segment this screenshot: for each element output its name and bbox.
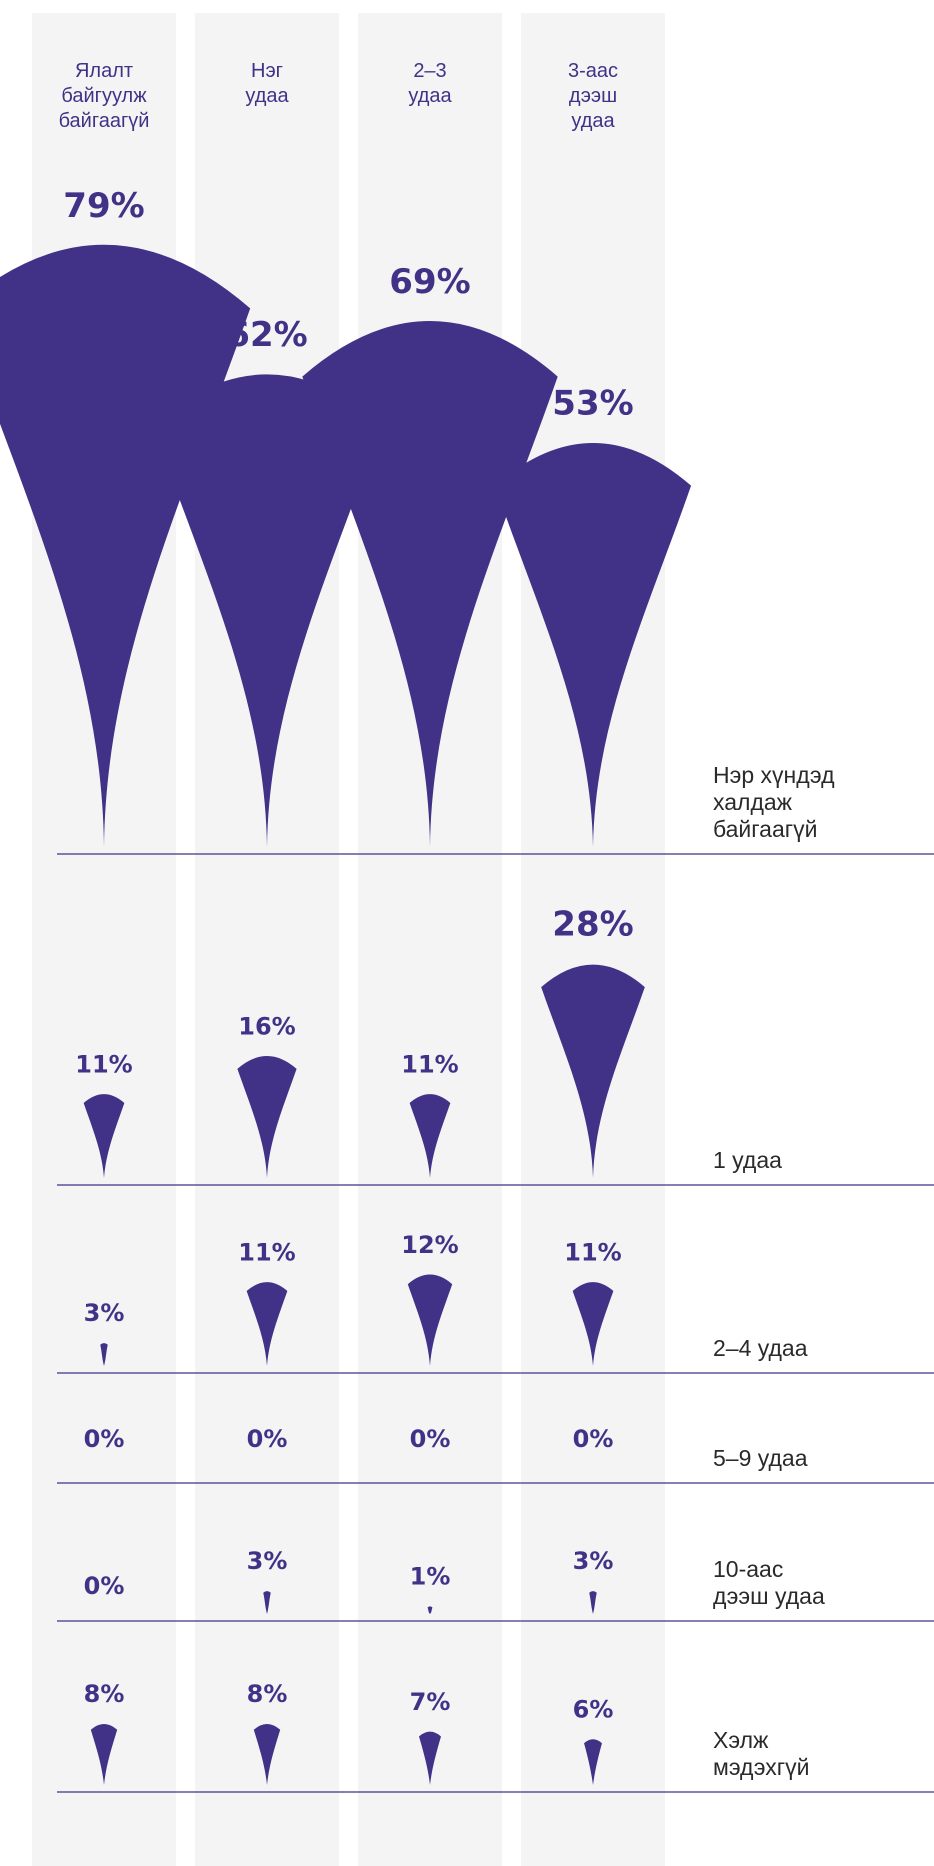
category-label: байгуулж	[61, 85, 147, 107]
value-mark	[302, 321, 558, 847]
value-mark	[237, 1056, 297, 1178]
value-label: 28%	[552, 904, 633, 944]
value-label: 0%	[573, 1425, 614, 1453]
value-mark	[589, 1591, 597, 1614]
value-label: 11%	[75, 1050, 132, 1078]
value-label: 3%	[84, 1299, 125, 1327]
value-mark	[427, 1606, 433, 1614]
category-label: удаа	[571, 110, 615, 132]
row-label: 1 удаа	[713, 1147, 782, 1173]
category-label: 2–3	[413, 60, 446, 82]
value-mark	[83, 1094, 125, 1178]
value-label: 3%	[573, 1547, 614, 1575]
category-label: удаа	[408, 85, 452, 107]
row-label: мэдэхгүй	[713, 1754, 809, 1780]
value-label: 0%	[410, 1425, 451, 1453]
value-label: 11%	[564, 1238, 621, 1266]
row-label: халдаж	[713, 789, 793, 815]
row-label: 10-аас	[713, 1556, 783, 1582]
value-mark	[152, 374, 382, 847]
value-label: 7%	[410, 1688, 451, 1716]
category-label: Нэг	[251, 60, 283, 82]
value-label: 69%	[389, 262, 470, 302]
value-label: 53%	[552, 383, 633, 423]
value-label: 12%	[401, 1231, 458, 1259]
value-mark	[409, 1094, 451, 1178]
value-label: 0%	[84, 1425, 125, 1453]
value-label: 1%	[410, 1562, 451, 1590]
value-mark	[90, 1724, 118, 1785]
row-label: дээш удаа	[713, 1583, 825, 1609]
value-mark	[419, 1731, 441, 1785]
value-mark	[494, 442, 692, 847]
value-mark	[407, 1274, 453, 1366]
value-mark	[0, 244, 251, 847]
row-label: Хэлж	[713, 1727, 769, 1753]
value-label: 11%	[401, 1050, 458, 1078]
category-label: 3-аас	[568, 60, 618, 82]
value-label: 6%	[573, 1695, 614, 1723]
category-label: удаа	[245, 85, 289, 107]
value-mark	[100, 1343, 108, 1366]
value-label: 0%	[247, 1425, 288, 1453]
category-label: дээш	[569, 85, 617, 107]
value-mark	[541, 964, 645, 1178]
value-label: 62%	[226, 315, 307, 355]
value-mark	[584, 1739, 602, 1785]
value-label: 0%	[84, 1572, 125, 1600]
value-label: 3%	[247, 1547, 288, 1575]
value-mark	[572, 1282, 614, 1366]
row-label: байгаагүй	[713, 816, 818, 842]
value-label: 8%	[84, 1680, 125, 1708]
category-label: байгаагүй	[59, 110, 150, 132]
value-label: 16%	[238, 1012, 295, 1040]
row-label: 5–9 удаа	[713, 1445, 808, 1471]
value-mark	[253, 1724, 281, 1785]
value-label: 79%	[63, 186, 144, 226]
value-label: 11%	[238, 1238, 295, 1266]
row-label: Нэр хүндэд	[713, 762, 835, 788]
row-label: 2–4 удаа	[713, 1335, 808, 1361]
value-label: 8%	[247, 1680, 288, 1708]
value-mark	[246, 1282, 288, 1366]
column-background	[521, 13, 665, 1866]
value-mark	[263, 1591, 271, 1614]
category-label: Ялалт	[75, 60, 133, 82]
